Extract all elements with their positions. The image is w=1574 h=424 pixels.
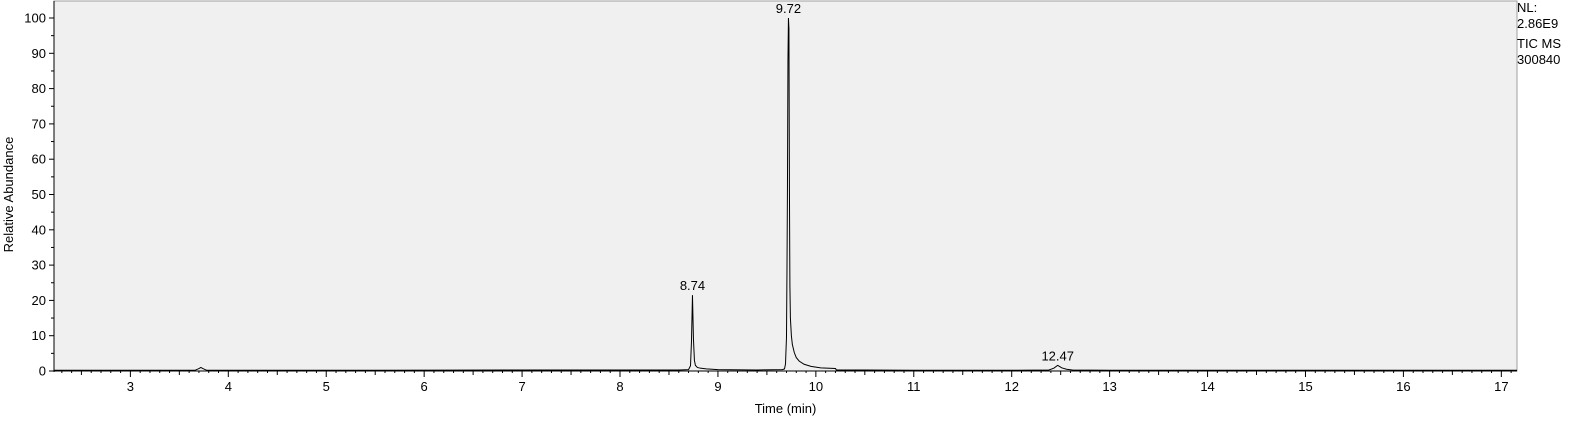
y-tick-label: 60 [32, 152, 46, 167]
x-tick-label: 13 [1102, 379, 1116, 394]
y-tick-label: 10 [32, 328, 46, 343]
plot-area [53, 0, 1518, 372]
peak-labels: 8.74 9.72 12.47 [680, 1, 1074, 363]
y-tick-label: 40 [32, 222, 46, 237]
x-tick-label: 3 [127, 379, 134, 394]
x-tick-label: 8 [616, 379, 623, 394]
normalization-value: 2.86E9 [1517, 16, 1559, 31]
tic-trace-line [54, 17, 1517, 371]
y-tick-label: 0 [39, 364, 46, 379]
x-tick-label: 15 [1298, 379, 1312, 394]
x-tick-label: 17 [1494, 379, 1508, 394]
y-tick-label: 30 [32, 258, 46, 273]
y-tick-label: 50 [32, 187, 46, 202]
y-tick-label: 20 [32, 293, 46, 308]
y-tick-label: 80 [32, 81, 46, 96]
x-tick-label: 16 [1396, 379, 1410, 394]
x-tick-label: 5 [323, 379, 330, 394]
y-axis: 0 10 20 30 40 50 60 70 80 90 100 [24, 11, 54, 379]
y-tick-label: 100 [24, 11, 46, 26]
x-tick-label: 7 [518, 379, 525, 394]
peak-label: 9.72 [776, 1, 801, 16]
peak-label: 8.74 [680, 278, 705, 293]
scan-filter-label: TIC MS [1517, 36, 1562, 51]
normalization-label: NL: [1517, 0, 1538, 15]
x-axis: 3 4 5 6 7 8 9 10 11 12 13 14 15 16 17 [61, 371, 1512, 394]
file-name-label: 300840 [1517, 52, 1561, 67]
x-tick-label: 9 [714, 379, 721, 394]
x-tick-label: 11 [907, 379, 921, 394]
y-tick-label: 90 [32, 46, 46, 61]
peak-label: 12.47 [1041, 348, 1074, 363]
x-tick-label: 14 [1200, 379, 1214, 394]
y-axis-title: Relative Abundance [1, 137, 16, 253]
x-tick-label: 12 [1004, 379, 1018, 394]
x-axis-title: Time (min) [755, 401, 817, 416]
x-tick-label: 10 [809, 379, 823, 394]
x-tick-label: 6 [421, 379, 428, 394]
x-tick-label: 4 [225, 379, 232, 394]
y-tick-label: 70 [32, 116, 46, 131]
